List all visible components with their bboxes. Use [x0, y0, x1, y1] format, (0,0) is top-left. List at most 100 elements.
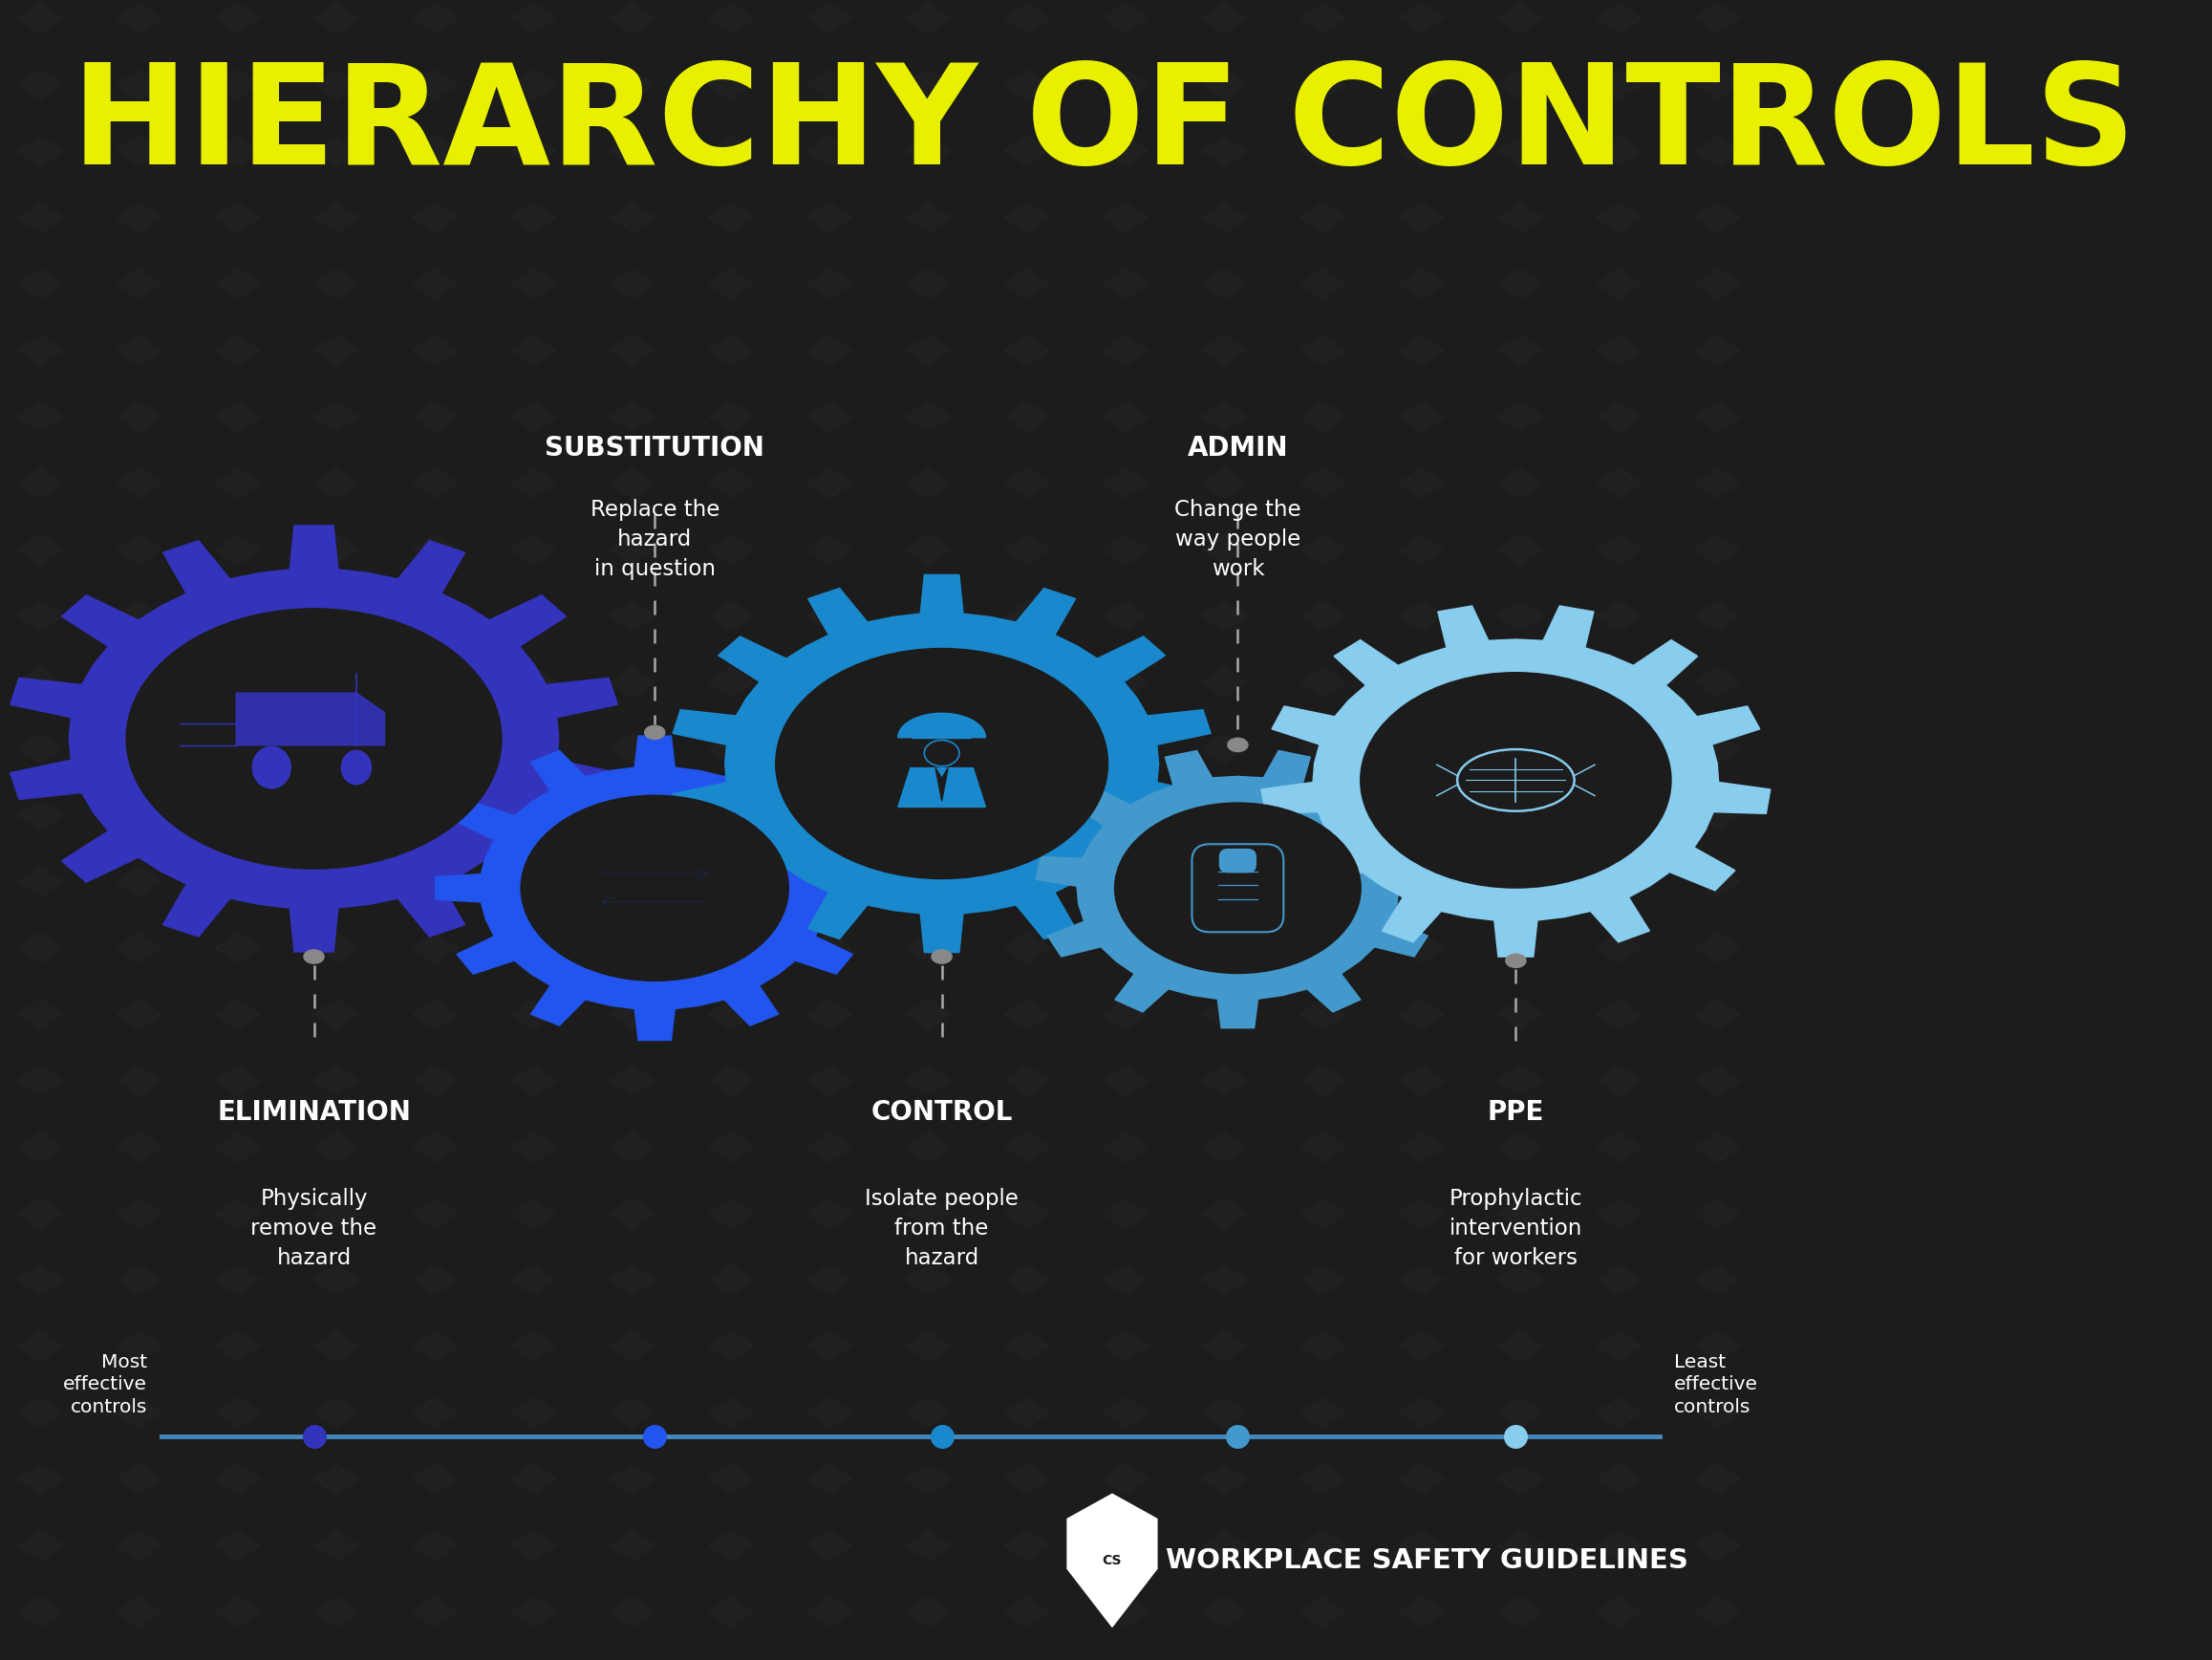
- Polygon shape: [1597, 800, 1641, 830]
- Polygon shape: [1004, 3, 1048, 33]
- Polygon shape: [1201, 1464, 1248, 1494]
- Polygon shape: [907, 1531, 951, 1560]
- Polygon shape: [1301, 800, 1345, 830]
- Polygon shape: [2090, 3, 2135, 33]
- Polygon shape: [907, 1398, 951, 1428]
- Polygon shape: [1893, 1531, 1938, 1560]
- Polygon shape: [807, 1066, 852, 1096]
- Polygon shape: [907, 468, 951, 498]
- Polygon shape: [1400, 535, 1444, 564]
- Polygon shape: [414, 1132, 458, 1162]
- Polygon shape: [1301, 867, 1345, 896]
- Polygon shape: [1694, 1066, 1741, 1096]
- Polygon shape: [611, 1066, 655, 1096]
- Polygon shape: [1004, 734, 1048, 764]
- Polygon shape: [1498, 867, 1542, 896]
- Polygon shape: [414, 3, 458, 33]
- Polygon shape: [1201, 269, 1248, 299]
- Polygon shape: [314, 203, 358, 232]
- Polygon shape: [1301, 667, 1345, 697]
- Polygon shape: [1104, 468, 1148, 498]
- Polygon shape: [2090, 1398, 2135, 1428]
- Polygon shape: [611, 867, 655, 896]
- Polygon shape: [1991, 601, 2035, 631]
- Ellipse shape: [644, 725, 666, 740]
- Polygon shape: [1201, 535, 1248, 564]
- Polygon shape: [1893, 1132, 1938, 1162]
- Polygon shape: [117, 335, 161, 365]
- Polygon shape: [117, 70, 161, 100]
- Polygon shape: [414, 667, 458, 697]
- Polygon shape: [314, 269, 358, 299]
- Polygon shape: [215, 800, 261, 830]
- Text: Physically
remove the
hazard: Physically remove the hazard: [250, 1187, 376, 1270]
- Text: CS: CS: [1102, 1554, 1121, 1567]
- Polygon shape: [1893, 601, 1938, 631]
- Polygon shape: [215, 1464, 261, 1494]
- Polygon shape: [414, 402, 458, 432]
- Polygon shape: [708, 335, 754, 365]
- Polygon shape: [1301, 1132, 1345, 1162]
- Polygon shape: [1104, 1464, 1148, 1494]
- Polygon shape: [807, 335, 852, 365]
- Polygon shape: [1400, 269, 1444, 299]
- Polygon shape: [1104, 1597, 1148, 1627]
- Polygon shape: [708, 1597, 754, 1627]
- Polygon shape: [611, 601, 655, 631]
- Polygon shape: [1597, 999, 1641, 1029]
- Polygon shape: [1991, 1531, 2035, 1560]
- Polygon shape: [2090, 70, 2135, 100]
- Polygon shape: [1068, 1494, 1157, 1627]
- Polygon shape: [1794, 3, 1838, 33]
- Polygon shape: [1694, 999, 1741, 1029]
- Polygon shape: [611, 734, 655, 764]
- Polygon shape: [1694, 335, 1741, 365]
- Polygon shape: [2090, 867, 2135, 896]
- Polygon shape: [2188, 402, 2212, 432]
- Polygon shape: [1301, 601, 1345, 631]
- Polygon shape: [1400, 867, 1444, 896]
- Polygon shape: [807, 933, 852, 963]
- Polygon shape: [2090, 136, 2135, 166]
- Polygon shape: [1301, 1199, 1345, 1228]
- Polygon shape: [1004, 999, 1048, 1029]
- Polygon shape: [611, 800, 655, 830]
- Polygon shape: [1400, 667, 1444, 697]
- Polygon shape: [414, 70, 458, 100]
- Polygon shape: [1104, 800, 1148, 830]
- Polygon shape: [1597, 203, 1641, 232]
- Polygon shape: [18, 402, 62, 432]
- Polygon shape: [1400, 1531, 1444, 1560]
- Polygon shape: [18, 136, 62, 166]
- Polygon shape: [1104, 335, 1148, 365]
- Polygon shape: [807, 70, 852, 100]
- Polygon shape: [511, 734, 555, 764]
- Polygon shape: [1301, 1398, 1345, 1428]
- Polygon shape: [1104, 1132, 1148, 1162]
- Polygon shape: [1991, 933, 2035, 963]
- Polygon shape: [1794, 667, 1838, 697]
- Polygon shape: [907, 535, 951, 564]
- Polygon shape: [2090, 1331, 2135, 1361]
- Polygon shape: [2090, 999, 2135, 1029]
- Ellipse shape: [1360, 672, 1672, 888]
- Polygon shape: [807, 203, 852, 232]
- Polygon shape: [1597, 667, 1641, 697]
- Polygon shape: [414, 601, 458, 631]
- Polygon shape: [807, 1398, 852, 1428]
- Polygon shape: [18, 933, 62, 963]
- Polygon shape: [18, 1265, 62, 1295]
- Polygon shape: [215, 402, 261, 432]
- Polygon shape: [708, 1398, 754, 1428]
- Polygon shape: [1400, 335, 1444, 365]
- Polygon shape: [1104, 1199, 1148, 1228]
- Polygon shape: [1004, 867, 1048, 896]
- Polygon shape: [907, 402, 951, 432]
- Polygon shape: [511, 999, 555, 1029]
- Polygon shape: [1004, 1132, 1048, 1162]
- Polygon shape: [1694, 1464, 1741, 1494]
- Polygon shape: [807, 867, 852, 896]
- Polygon shape: [1498, 800, 1542, 830]
- Polygon shape: [2188, 667, 2212, 697]
- Polygon shape: [2188, 1199, 2212, 1228]
